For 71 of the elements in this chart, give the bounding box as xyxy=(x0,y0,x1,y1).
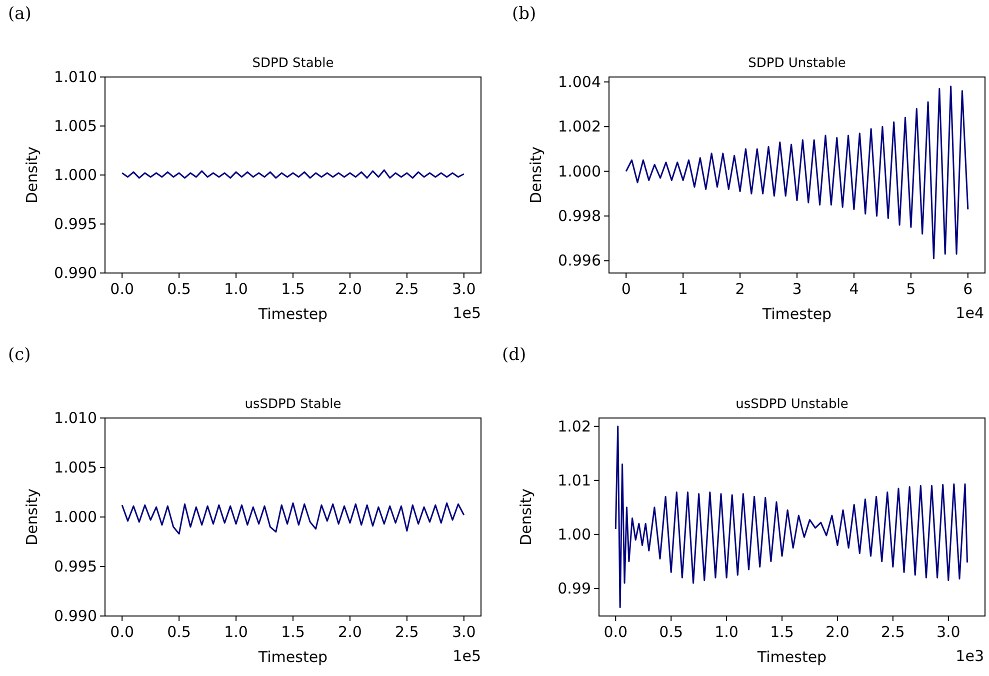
x-tick-label: 3.0 xyxy=(452,280,476,298)
x-tick-label: 4 xyxy=(849,280,859,298)
y-tick-label: 0.998 xyxy=(558,207,601,226)
x-tick-label: 2.0 xyxy=(338,623,362,641)
x-axis-title: Timestep xyxy=(761,305,832,323)
y-tick-label: 1.010 xyxy=(54,409,97,427)
text: 1e5 xyxy=(452,304,481,322)
x-tick-label: 2.5 xyxy=(395,623,419,641)
y-axis-title: Density xyxy=(517,488,535,546)
x-tick-label: 5 xyxy=(906,280,916,298)
y-tick-label: 0.995 xyxy=(54,215,97,233)
y-axis-title: Density xyxy=(23,146,41,204)
chart-title: usSDPD Stable xyxy=(244,397,342,412)
y-tick-label: 1.002 xyxy=(558,118,601,136)
x-axis-title: Timestep xyxy=(756,648,827,666)
x-tick-label: 1.5 xyxy=(281,623,305,641)
x-tick-label: 2 xyxy=(735,280,745,298)
y-tick-label: 1.000 xyxy=(54,508,97,526)
text: (b) xyxy=(512,4,536,24)
x-tick-label: 1.5 xyxy=(281,280,305,298)
x-tick-label: 1.0 xyxy=(714,623,738,641)
x-tick-label: 0 xyxy=(621,280,631,298)
chart-title: usSDPD Unstable xyxy=(736,397,848,412)
y-tick-label: 1.01 xyxy=(558,471,591,490)
y-tick-label: 0.996 xyxy=(558,252,601,270)
text: 1e4 xyxy=(956,304,984,322)
x-tick-label: 0.5 xyxy=(659,623,684,641)
x-tick-label: 1.0 xyxy=(224,280,248,298)
y-tick-label: 1.000 xyxy=(558,162,601,180)
text: (d) xyxy=(502,345,526,365)
y-tick-label: 1.000 xyxy=(54,166,97,184)
y-tick-label: 1.005 xyxy=(54,117,97,135)
text: 1e5 xyxy=(452,647,481,665)
y-axis-title: Density xyxy=(23,488,41,546)
x-axis-title: Timestep xyxy=(257,648,328,666)
x-axis-title: Timestep xyxy=(257,305,328,323)
y-tick-label: 0.990 xyxy=(54,264,97,282)
y-tick-label: 1.010 xyxy=(54,68,97,86)
x-tick-label: 1 xyxy=(678,280,688,298)
x-tick-label: 3.0 xyxy=(452,623,476,641)
x-tick-label: 1.5 xyxy=(770,623,794,641)
x-tick-label: 2.5 xyxy=(881,623,905,641)
x-tick-label: 0.0 xyxy=(110,623,134,641)
y-tick-label: 1.005 xyxy=(54,458,97,476)
line-series xyxy=(614,426,968,608)
text: (c) xyxy=(8,345,31,365)
line-series xyxy=(121,502,465,535)
x-tick-label: 2.0 xyxy=(826,623,850,641)
y-tick-label: 0.99 xyxy=(558,579,591,598)
y-tick-label: 1.02 xyxy=(558,417,591,436)
line-series xyxy=(121,169,465,179)
y-tick-label: 1.00 xyxy=(558,525,591,544)
chart-title: SDPD Stable xyxy=(252,56,334,71)
chart-title: SDPD Unstable xyxy=(748,56,846,71)
x-tick-label: 0.5 xyxy=(167,280,191,298)
y-tick-label: 1.004 xyxy=(558,72,601,91)
x-tick-label: 1.0 xyxy=(224,623,248,641)
x-tick-label: 3 xyxy=(792,280,802,298)
x-tick-label: 0.5 xyxy=(167,623,191,641)
x-tick-label: 6 xyxy=(963,280,973,298)
y-tick-label: 0.995 xyxy=(54,558,97,576)
x-tick-label: 2.5 xyxy=(395,280,419,298)
x-tick-label: 0.0 xyxy=(110,280,134,298)
line-series xyxy=(625,86,969,260)
y-tick-label: 0.990 xyxy=(54,607,97,625)
x-tick-label: 3.0 xyxy=(936,623,960,641)
x-tick-label: 2.0 xyxy=(338,280,362,298)
text: 1e3 xyxy=(956,647,984,665)
y-axis-title: Density xyxy=(527,146,545,204)
text: (a) xyxy=(8,4,32,24)
x-tick-label: 0.0 xyxy=(604,623,628,641)
